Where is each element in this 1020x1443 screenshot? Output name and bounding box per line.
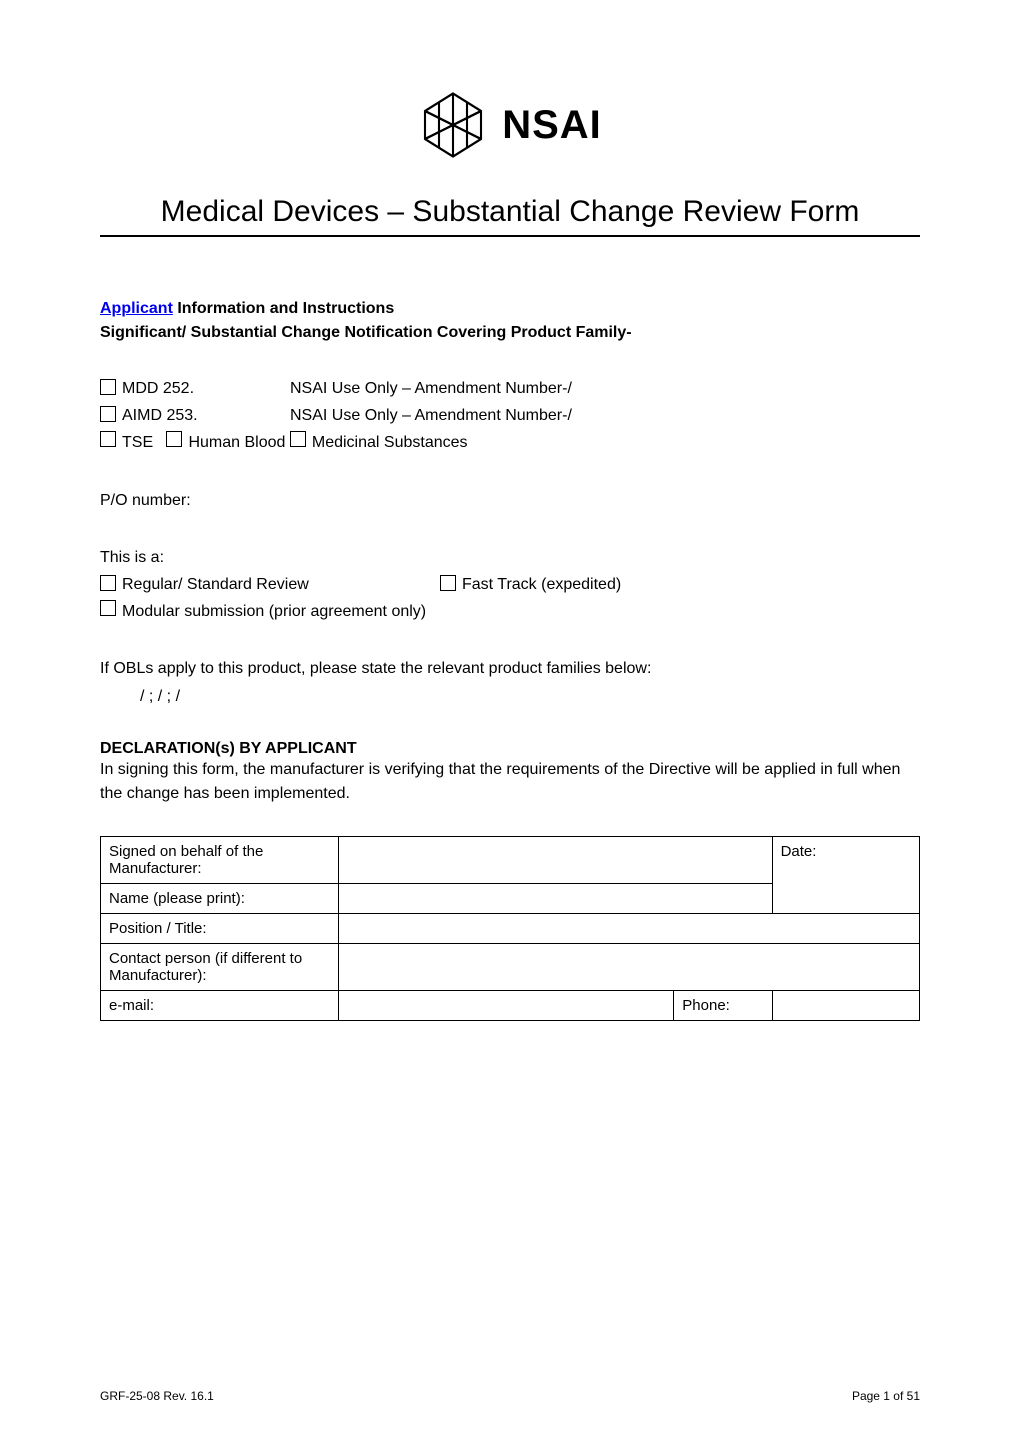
checkbox-tse[interactable]: [100, 431, 116, 447]
amendment-row-mdd: MDD 252. NSAI Use Only – Amendment Numbe…: [100, 375, 920, 402]
obl-line: / ; / ; /: [100, 683, 920, 710]
cell-phone-value[interactable]: [772, 990, 919, 1020]
title-divider: [100, 235, 920, 237]
amendment-row-aimd: AIMD 253. NSAI Use Only – Amendment Numb…: [100, 402, 920, 429]
cell-signed-value[interactable]: [338, 836, 772, 883]
amendment-block: MDD 252. NSAI Use Only – Amendment Numbe…: [100, 375, 920, 457]
cell-contact-label: Contact person (if different to Manufact…: [101, 943, 339, 990]
checkbox-aimd[interactable]: [100, 406, 116, 422]
cell-position-value[interactable]: [338, 913, 920, 943]
this-is-a-label: This is a:: [100, 544, 920, 571]
po-number-label: P/O number:: [100, 487, 920, 514]
checkbox-fasttrack-label: Fast Track (expedited): [462, 576, 621, 593]
cell-position-label: Position / Title:: [101, 913, 339, 943]
footer-left: GRF-25-08 Rev. 16.1: [100, 1389, 214, 1403]
cell-signed-label: Signed on behalf of the Manufacturer:: [101, 836, 339, 883]
declaration-title: DECLARATION(s) BY APPLICANT: [100, 740, 920, 758]
obl-text: If OBLs apply to this product, please st…: [100, 655, 920, 682]
checkbox-medicinal-label: Medicinal Substances: [312, 429, 468, 456]
page-footer: GRF-25-08 Rev. 16.1 Page 1 of 51: [100, 1389, 920, 1403]
amendment-mdd-right: NSAI Use Only – Amendment Number-/: [290, 375, 572, 402]
cell-email-value[interactable]: [338, 990, 674, 1020]
nsai-logo: NSAI: [418, 90, 602, 160]
checkbox-medicinal[interactable]: [290, 431, 306, 447]
checkbox-regular-label: Regular/ Standard Review: [122, 576, 309, 593]
checkbox-mdd[interactable]: [100, 379, 116, 395]
cell-email-label: e-mail:: [101, 990, 339, 1020]
checkbox-modular-label: Modular submission (prior agreement only…: [122, 598, 426, 625]
heading-line2: Significant/ Substantial Change Notifica…: [100, 324, 632, 341]
checkbox-regular[interactable]: [100, 575, 116, 591]
checkbox-modular[interactable]: [100, 600, 116, 616]
heading-rest: Information and Instructions: [173, 300, 394, 317]
checkbox-tse-label: TSE: [122, 429, 153, 456]
this-is-a-block: This is a: Regular/ Standard Review Fast…: [100, 544, 920, 626]
logo-container: NSAI: [100, 90, 920, 165]
applicant-heading: Applicant Information and Instructions S…: [100, 297, 920, 345]
checkbox-aimd-label: AIMD 253.: [122, 407, 198, 424]
checkbox-human-blood-label: Human Blood: [188, 429, 285, 456]
review-type-row2: Modular submission (prior agreement only…: [100, 598, 920, 625]
amendment-row-flags: TSE Human Blood Medicinal Substances: [100, 429, 920, 456]
footer-right: Page 1 of 51: [852, 1389, 920, 1403]
cell-contact-value[interactable]: [338, 943, 920, 990]
checkbox-human-blood[interactable]: [166, 431, 182, 447]
review-type-row1: Regular/ Standard Review Fast Track (exp…: [100, 571, 920, 598]
checkbox-mdd-label: MDD 252.: [122, 380, 194, 397]
applicant-link[interactable]: Applicant: [100, 300, 173, 317]
obl-block: If OBLs apply to this product, please st…: [100, 655, 920, 709]
nsai-geodesic-icon: [418, 90, 488, 160]
cell-name-label: Name (please print):: [101, 883, 339, 913]
cell-phone-label: Phone:: [674, 990, 772, 1020]
signature-table: Signed on behalf of the Manufacturer: Dat…: [100, 836, 920, 1021]
page-title: Medical Devices – Substantial Change Rev…: [100, 195, 920, 229]
checkbox-fasttrack[interactable]: [440, 575, 456, 591]
logo-text: NSAI: [502, 103, 602, 148]
cell-name-value[interactable]: [338, 883, 772, 913]
declaration-body: In signing this form, the manufacturer i…: [100, 758, 920, 806]
cell-date[interactable]: Date:: [772, 836, 919, 913]
amendment-aimd-right: NSAI Use Only – Amendment Number-/: [290, 402, 572, 429]
page: NSAI Medical Devices – Substantial Chang…: [0, 0, 1020, 1443]
